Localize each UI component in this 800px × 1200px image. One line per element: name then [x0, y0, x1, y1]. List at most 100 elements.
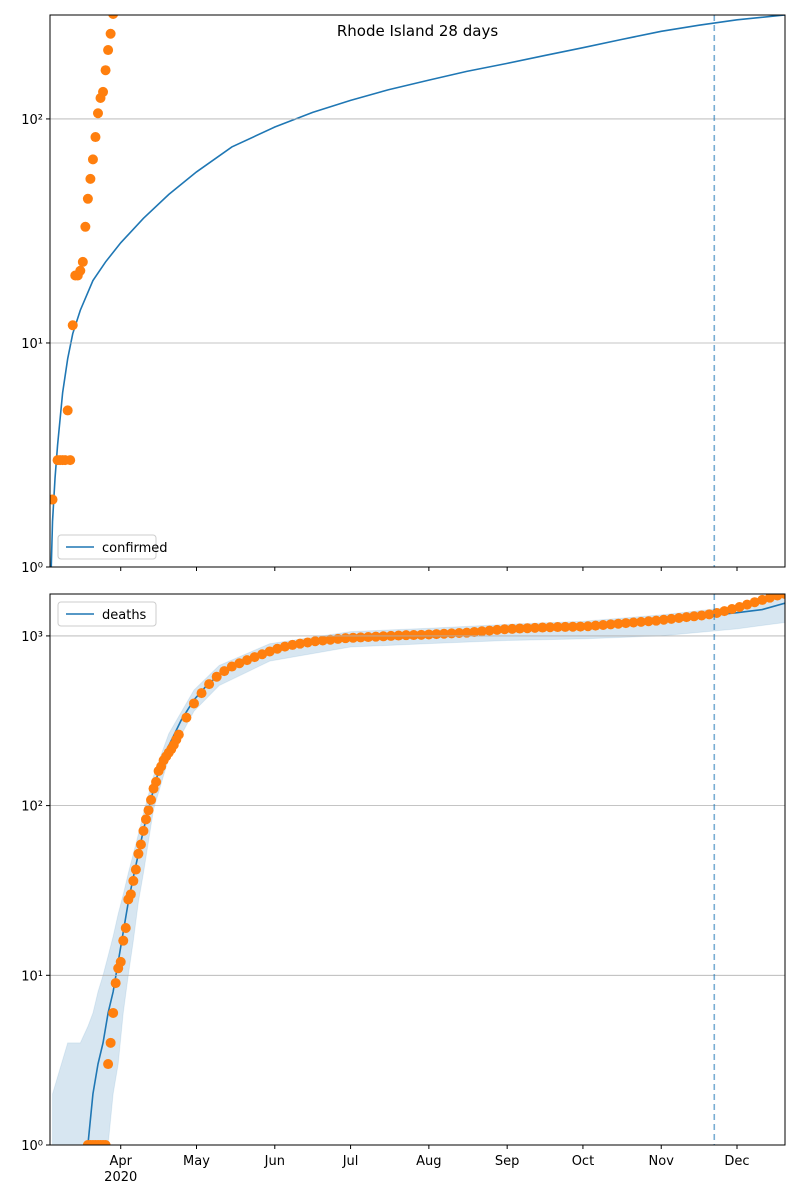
data-point — [613, 618, 624, 629]
x-tick-label: Oct — [572, 1154, 594, 1169]
axes-frame — [49, 14, 786, 568]
legend-label: confirmed — [102, 541, 168, 556]
data-point — [128, 875, 139, 886]
data-point — [772, 594, 783, 601]
data-point — [560, 621, 571, 632]
data-point — [348, 632, 359, 643]
data-point — [242, 655, 253, 666]
data-point — [643, 616, 654, 627]
data-point — [249, 652, 260, 663]
data-point — [628, 617, 639, 628]
data-point — [82, 193, 93, 204]
data-point — [295, 638, 306, 649]
data-point — [146, 794, 157, 805]
data-point — [461, 627, 472, 638]
data-point — [522, 623, 533, 634]
data-point — [484, 625, 495, 636]
data-point — [431, 629, 442, 640]
data-point — [499, 624, 510, 635]
data-point — [181, 712, 192, 723]
data-point — [92, 108, 103, 119]
data-point — [120, 923, 131, 934]
plot-area — [52, 594, 785, 1145]
data-point — [658, 614, 669, 625]
data-point — [133, 848, 144, 859]
data-point — [50, 494, 58, 505]
series-line — [87, 602, 785, 1145]
chart-title: Rhode Island 28 days — [337, 22, 498, 40]
data-point — [704, 609, 715, 620]
data-point — [138, 825, 149, 836]
data-point — [666, 613, 677, 624]
data-point — [226, 661, 237, 672]
data-point — [105, 1037, 116, 1048]
data-point — [552, 622, 563, 633]
data-point — [143, 805, 154, 816]
data-point — [742, 599, 753, 610]
data-point — [100, 1140, 111, 1145]
x-tick-label: Dec — [724, 1154, 749, 1169]
data-point — [749, 597, 760, 608]
data-point — [734, 602, 745, 613]
data-point — [135, 839, 146, 850]
data-point — [545, 622, 556, 633]
data-point — [77, 256, 88, 267]
data-point — [257, 649, 268, 660]
data-point — [67, 320, 78, 331]
data-point — [188, 698, 199, 709]
data-point — [103, 1059, 114, 1070]
data-point — [110, 978, 121, 989]
data-point — [332, 633, 343, 644]
data-point — [416, 629, 427, 640]
x-tick-label: May — [183, 1154, 210, 1169]
data-point — [401, 630, 412, 641]
series-line — [50, 15, 785, 567]
y-tick-label: 10¹ — [21, 337, 43, 352]
data-point — [272, 643, 283, 654]
y-tick-label: 10² — [21, 800, 43, 815]
legend-box — [57, 601, 157, 627]
data-point — [363, 632, 374, 643]
data-point — [115, 956, 126, 967]
data-point — [423, 629, 434, 640]
data-point — [636, 616, 647, 627]
data-point — [719, 606, 730, 617]
plot-area — [50, 15, 785, 567]
data-point — [287, 639, 298, 650]
data-point — [211, 671, 222, 682]
data-point — [514, 623, 525, 634]
data-point — [476, 626, 487, 637]
data-point — [492, 624, 503, 635]
data-point — [605, 619, 616, 630]
data-point — [87, 154, 98, 165]
data-point — [75, 265, 86, 276]
data-point — [696, 610, 707, 621]
data-point — [370, 631, 381, 642]
data-point — [219, 666, 230, 677]
y-tick-label: 10⁰ — [21, 1139, 43, 1154]
data-point — [279, 641, 290, 652]
data-point — [108, 1007, 119, 1018]
data-point — [302, 637, 313, 648]
data-point — [151, 776, 162, 787]
data-point — [80, 221, 91, 232]
data-point — [681, 612, 692, 623]
data-point — [100, 65, 111, 76]
data-point — [173, 729, 184, 740]
confidence-band — [52, 597, 785, 1145]
data-point — [469, 626, 480, 637]
axes-frame — [49, 593, 786, 1146]
data-point — [98, 86, 109, 97]
y-tick-label: 10³ — [21, 630, 43, 645]
data-point — [317, 635, 328, 646]
y-tick-label: 10¹ — [21, 969, 43, 984]
data-point — [689, 611, 700, 622]
x-tick-label: Jul — [342, 1154, 359, 1169]
x-tick-label: Apr 2020 — [104, 1154, 137, 1185]
data-point — [757, 594, 768, 605]
legend-label: deaths — [102, 608, 147, 623]
data-point — [325, 634, 336, 645]
data-point — [567, 621, 578, 632]
data-point — [590, 620, 601, 631]
